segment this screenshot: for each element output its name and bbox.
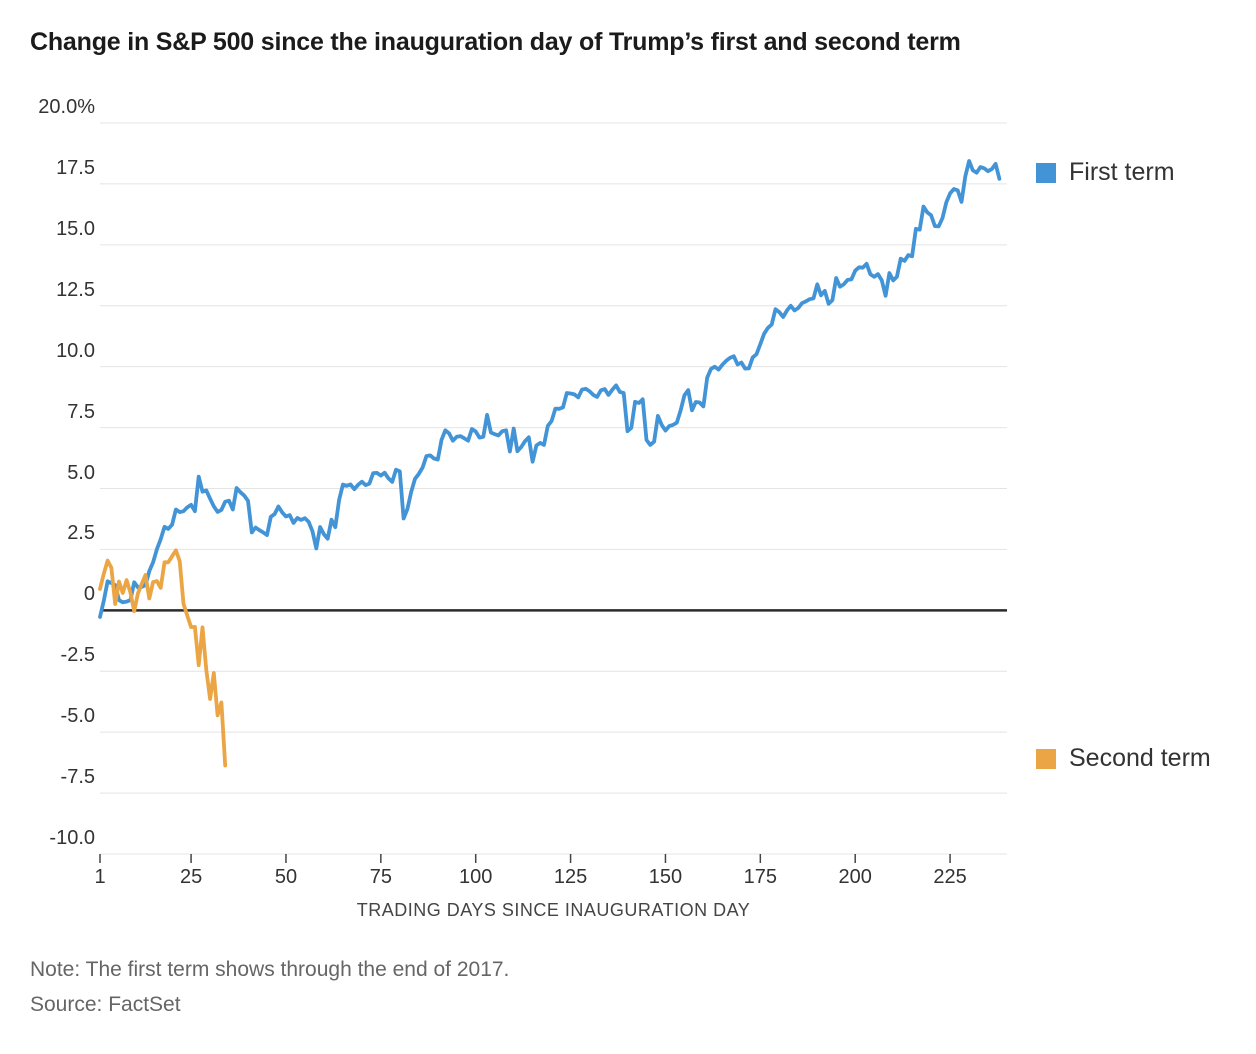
x-axis-title: TRADING DAYS SINCE INAUGURATION DAY (356, 900, 751, 920)
legend-first-term: First term (1036, 158, 1175, 187)
y-tick-label: 17.5 (56, 156, 95, 179)
y-tick-label: -5.0 (60, 705, 95, 728)
y-tick-label: 15.0 (56, 217, 95, 240)
x-tick-label: 50 (274, 866, 298, 888)
y-tick-label: 0 (83, 583, 95, 606)
first-term-line (98, 159, 1002, 619)
x-tick-label: 75 (369, 866, 392, 888)
x-tick-label: 225 (933, 866, 967, 888)
x-tick-label: 175 (743, 866, 777, 888)
legend-second-term-label: Second term (1069, 744, 1211, 772)
y-tick-label: 2.5 (67, 522, 95, 545)
y-tick-label: 5.0 (67, 461, 95, 484)
x-tick-label: 125 (553, 866, 588, 888)
y-tick-label: 12.5 (56, 278, 95, 301)
first-term-swatch-icon (1036, 162, 1056, 183)
x-tick-label: 100 (459, 866, 493, 888)
y-tick-label: -10.0 (49, 827, 95, 849)
x-tick-label: 25 (179, 866, 203, 888)
x-tick-label: 1 (94, 866, 106, 888)
y-tick-label: 20.0% (38, 96, 95, 118)
y-tick-label: 10.0 (56, 339, 95, 362)
second-term-swatch-icon (1036, 748, 1056, 769)
legend-first-term-label: First term (1069, 158, 1175, 186)
x-tick-label: 200 (838, 866, 872, 888)
y-tick-label: -2.5 (60, 644, 95, 667)
note-text: Note: The first term shows through the e… (30, 958, 510, 981)
source-text: Source: FactSet (30, 993, 181, 1016)
chart-title: Change in S&P 500 since the inauguration… (30, 28, 961, 56)
x-tick-label: 150 (648, 866, 683, 888)
y-tick-label: -7.5 (60, 766, 95, 789)
legend-second-term: Second term (1036, 744, 1211, 773)
second-term-line (98, 548, 228, 768)
y-tick-label: 7.5 (67, 400, 95, 423)
